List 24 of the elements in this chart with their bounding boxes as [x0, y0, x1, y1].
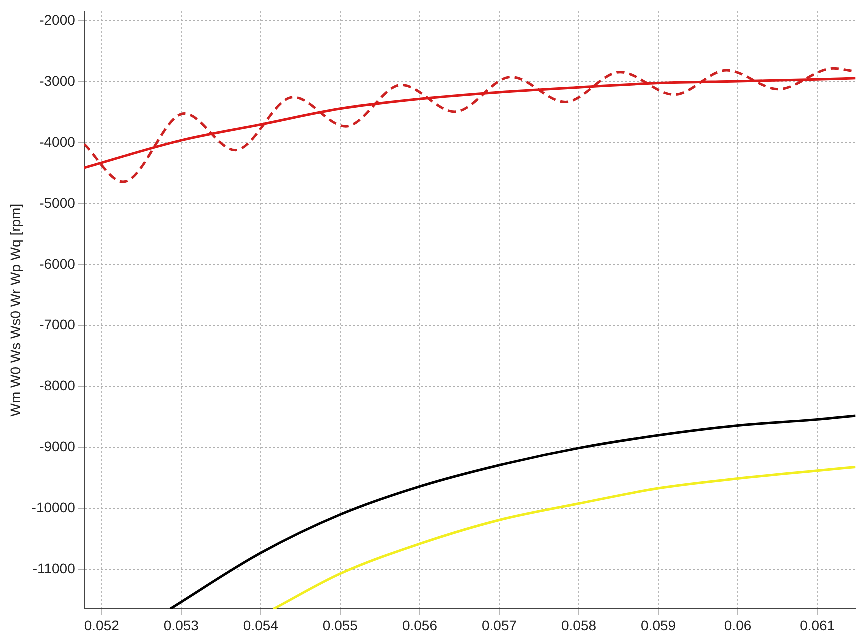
y-tick-label: -11000	[32, 560, 76, 576]
line-series	[272, 466, 856, 610]
y-tick-label: -3000	[40, 72, 76, 89]
x-tick-label: 0.06	[724, 617, 752, 634]
x-tick-label: 0.056	[402, 617, 438, 634]
y-tick-label: -4000	[40, 134, 76, 150]
x-tick-label: 0.052	[84, 617, 120, 634]
x-tick-label: 0.061	[800, 617, 836, 634]
y-tick-label: -2000	[40, 12, 76, 28]
x-tick-label: 0.057	[482, 617, 518, 634]
x-tick-label: 0.053	[164, 617, 200, 634]
y-tick-label: -5000	[40, 194, 76, 211]
y-tick-label: -9000	[40, 438, 76, 455]
line-series	[169, 414, 856, 610]
x-tick-label: 0.059	[641, 617, 676, 634]
y-tick-label: -7000	[40, 316, 76, 333]
y-tick-label: -8000	[40, 378, 76, 394]
x-tick-label: 0.058	[561, 617, 597, 634]
y-tick-label: -6000	[40, 256, 76, 272]
line-series	[84, 77, 856, 170]
y-tick-label: -10000	[32, 500, 76, 516]
x-tick-label: 0.054	[243, 617, 279, 634]
y-axis-title: Wm W0 Ws Ws0 Wr Wp Wq [rpm]	[7, 204, 24, 417]
x-tick-label: 0.055	[322, 617, 358, 634]
